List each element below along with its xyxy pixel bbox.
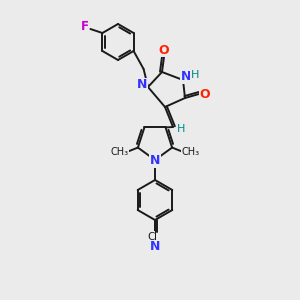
Text: H: H (177, 124, 185, 134)
Text: CH₃: CH₃ (111, 147, 129, 157)
Text: H: H (191, 70, 199, 80)
Text: C: C (147, 232, 155, 242)
Text: N: N (150, 154, 160, 167)
Text: O: O (200, 88, 210, 100)
Text: N: N (150, 242, 160, 254)
Text: O: O (159, 44, 169, 56)
Text: N: N (137, 79, 147, 92)
Text: F: F (80, 20, 88, 34)
Text: CH₃: CH₃ (181, 147, 199, 157)
Text: N: N (150, 241, 160, 254)
Text: N: N (181, 70, 191, 83)
